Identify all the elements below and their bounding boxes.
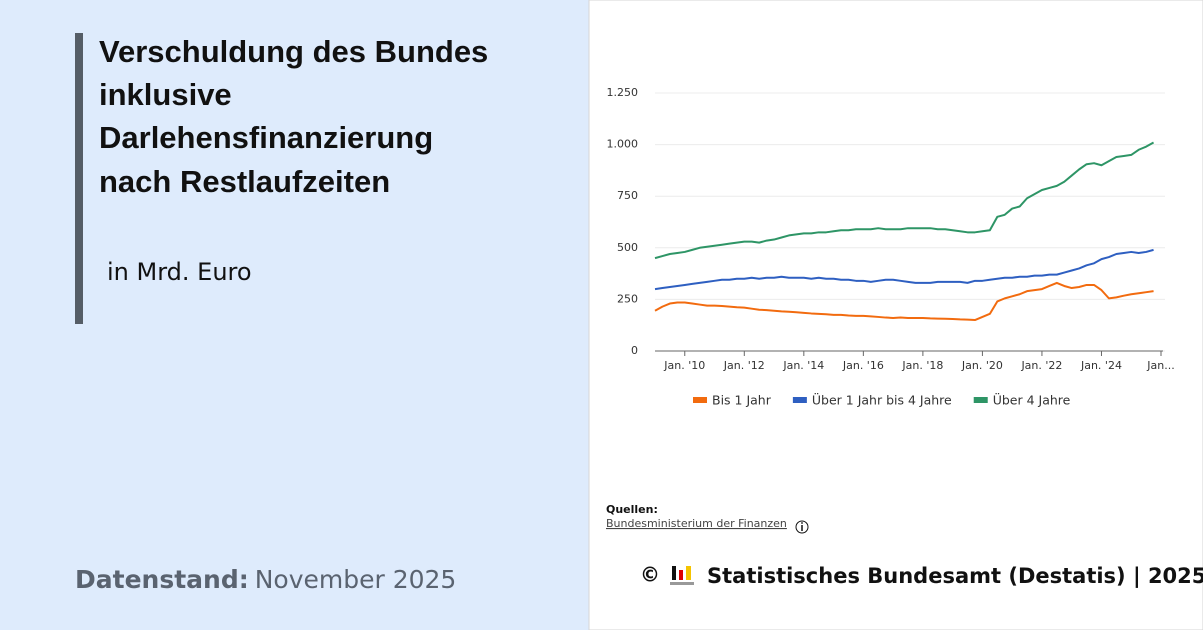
- line-series: [654, 248, 1154, 291]
- destatis-logo: [670, 566, 694, 585]
- logo-bar: [679, 570, 683, 580]
- x-tick-label: Jan. '18: [901, 359, 943, 372]
- datenstand-value: November 2025: [255, 565, 457, 594]
- x-tick-label: Jan. '16: [842, 359, 884, 372]
- title-line: nach Restlaufzeiten: [99, 164, 390, 199]
- logo-base: [670, 582, 694, 585]
- legend-label: Bis 1 Jahr: [712, 393, 772, 408]
- info-icon-dot: [801, 522, 803, 524]
- info-icon[interactable]: [795, 520, 809, 534]
- x-tick-label: Jan. '22: [1020, 359, 1062, 372]
- legend-label: Über 1 Jahr bis 4 Jahre: [812, 392, 952, 408]
- x-tick-label: Jan. '12: [723, 359, 765, 372]
- x-tick-label: Jan...: [1146, 359, 1174, 372]
- subtitle: in Mrd. Euro: [107, 258, 252, 286]
- y-tick-label: 250: [617, 292, 638, 305]
- x-tick-label: Jan. '20: [961, 359, 1003, 372]
- x-tick-label: Jan. '24: [1080, 359, 1122, 372]
- y-tick-label: 500: [617, 241, 638, 254]
- line-series: [654, 141, 1155, 260]
- y-tick-label: 750: [617, 189, 638, 202]
- legend-swatch: [792, 397, 807, 403]
- legend-swatch: [973, 397, 988, 403]
- x-tick-label: Jan. '10: [663, 359, 705, 372]
- accent-bar: [75, 33, 83, 324]
- logo-bar: [672, 566, 676, 580]
- logo-bar: [686, 566, 691, 580]
- legend-swatch: [693, 397, 707, 403]
- datenstand-label: Datenstand:: [75, 565, 249, 594]
- y-tick-label: 1.250: [607, 86, 639, 99]
- footer: Statistisches Bundesamt (Destatis) | 202…: [707, 564, 1203, 589]
- right-panel: [588, 0, 1203, 631]
- y-tick-label: 0: [631, 344, 638, 357]
- title-line: Darlehensfinanzierung: [99, 120, 433, 155]
- source-heading: Quellen:: [606, 503, 658, 516]
- line-series: [654, 281, 1154, 322]
- y-tick-label: 1.000: [607, 138, 639, 151]
- x-tick-label: Jan. '14: [782, 359, 824, 372]
- left-panel: [0, 0, 589, 630]
- title-line: Verschuldung des Bundes: [99, 34, 488, 69]
- datenstand: Datenstand: November 2025: [75, 565, 456, 594]
- source-link[interactable]: Bundesministerium der Finanzen: [606, 517, 787, 530]
- legend-label: Über 4 Jahre: [993, 392, 1071, 408]
- title-line: inklusive: [99, 77, 232, 112]
- copyright: ©: [640, 563, 660, 587]
